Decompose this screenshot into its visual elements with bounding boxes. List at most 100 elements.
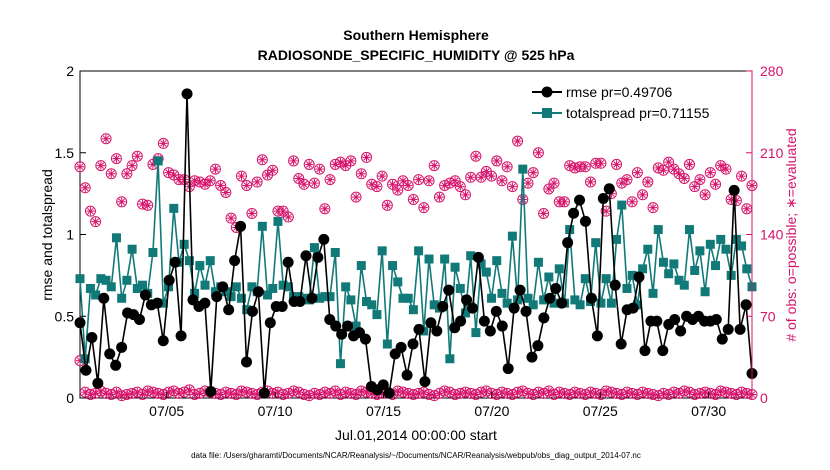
totalspread-point xyxy=(669,259,679,269)
totalspread-point xyxy=(179,239,189,249)
obs-evaluated-marker xyxy=(159,139,168,148)
totalspread-point xyxy=(356,261,366,271)
rmse-point xyxy=(199,297,211,309)
totalspread-point xyxy=(236,293,246,303)
totalspread-point xyxy=(153,156,163,166)
obs-evaluated-marker xyxy=(237,171,246,181)
rmse-point xyxy=(229,255,241,267)
obs-evaluated-marker xyxy=(419,203,429,212)
totalspread-point xyxy=(320,292,330,302)
legend-spread-marker xyxy=(542,108,552,118)
obs-possible-marker xyxy=(251,176,263,188)
totalspread-point xyxy=(440,254,450,264)
rmse-point xyxy=(252,286,264,298)
obs-possible-marker xyxy=(215,179,227,191)
rmse-point xyxy=(591,330,603,342)
totalspread-point xyxy=(372,310,382,320)
totalspread-point xyxy=(200,280,210,290)
totalspread-point xyxy=(695,246,705,256)
obs-evaluated-marker xyxy=(346,156,356,166)
totalspread-point xyxy=(393,277,403,287)
obs-evaluated-marker xyxy=(450,176,460,185)
obs-possible-marker xyxy=(288,155,300,167)
obs-evaluated-marker xyxy=(596,390,606,399)
totalspread-point xyxy=(544,272,554,282)
obs-possible-marker xyxy=(585,176,597,188)
totalspread-point xyxy=(221,287,231,297)
obs-possible-marker xyxy=(314,163,326,175)
obs-evaluated-marker xyxy=(430,161,439,170)
totalspread-point xyxy=(257,221,267,231)
totalspread-point xyxy=(325,292,335,302)
y-right-tick-label: 140 xyxy=(760,227,784,243)
totalspread-point xyxy=(664,269,674,279)
obs-evaluated-marker xyxy=(596,159,606,168)
rmse-point xyxy=(562,237,574,249)
totalspread-point xyxy=(533,257,543,267)
obs-possible-marker xyxy=(647,202,659,214)
obs-possible-marker xyxy=(308,177,320,189)
obs-possible-marker xyxy=(720,163,732,175)
obs-possible-marker xyxy=(105,168,117,180)
totalspread-point xyxy=(377,246,387,256)
data-file-footnote: data file: /Users/gharamti/Documents/NCA… xyxy=(191,451,641,460)
rmse-point xyxy=(538,312,550,324)
totalspread-point xyxy=(606,298,616,308)
obs-evaluated-marker xyxy=(685,160,694,169)
totalspread-point xyxy=(627,270,637,280)
obs-evaluated-marker xyxy=(75,162,85,171)
obs-possible-marker xyxy=(506,181,518,193)
rmse-point xyxy=(116,341,128,353)
totalspread-point xyxy=(111,233,121,243)
x-tick-label: 07/30 xyxy=(691,403,726,419)
obs-evaluated-marker xyxy=(383,201,392,210)
rmse-point xyxy=(609,279,621,291)
totalspread-point xyxy=(148,247,158,257)
obs-evaluated-marker xyxy=(133,152,142,161)
totalspread-point xyxy=(408,305,418,315)
obs-possible-marker xyxy=(131,150,143,162)
obs-evaluated-marker xyxy=(612,160,621,169)
legend-spread-label: totalspread pr=0.71155 xyxy=(566,105,710,121)
x-tick-label: 07/25 xyxy=(583,403,618,419)
obs-evaluated-marker xyxy=(242,181,251,190)
y-tick-label: 1.5 xyxy=(55,145,75,161)
totalspread-point xyxy=(518,164,528,174)
obs-evaluated-marker xyxy=(508,182,517,191)
obs-possible-marker xyxy=(730,195,742,207)
obs-evaluated-marker xyxy=(711,180,720,189)
rmse-point xyxy=(651,315,663,327)
obs-possible-marker xyxy=(423,175,435,187)
obs-possible-marker xyxy=(74,161,86,173)
totalspread-point xyxy=(278,280,288,290)
rmse-point xyxy=(157,335,169,347)
rmse-point xyxy=(282,256,294,268)
obs-evaluated-marker xyxy=(96,161,106,170)
rmse-point xyxy=(734,323,746,335)
totalspread-point xyxy=(575,300,585,310)
obs-evaluated-marker xyxy=(549,178,559,188)
rmse-point xyxy=(217,281,229,293)
obs-possible-marker xyxy=(267,164,279,176)
rmse-point xyxy=(211,291,223,303)
totalspread-point xyxy=(429,300,439,310)
totalspread-point xyxy=(653,225,663,235)
totalspread-point xyxy=(91,290,101,300)
obs-possible-marker xyxy=(428,160,440,172)
rmse-point xyxy=(532,340,544,352)
rmse-point xyxy=(169,256,181,268)
obs-evaluated-marker xyxy=(487,171,496,181)
totalspread-point xyxy=(742,264,752,274)
totalspread-point xyxy=(684,225,694,235)
obs-evaluated-marker xyxy=(461,190,470,199)
obs-possible-marker xyxy=(407,193,419,205)
y-axis-right-label: # of obs: o=possible; ∗=evaluated xyxy=(783,128,799,341)
obs-evaluated-marker xyxy=(305,160,314,169)
totalspread-point xyxy=(502,298,512,308)
totalspread-point xyxy=(476,259,486,269)
obs-evaluated-marker xyxy=(127,161,137,170)
totalspread-point xyxy=(445,354,455,364)
obs-possible-marker xyxy=(324,174,336,186)
totalspread-point xyxy=(403,293,413,303)
rmse-point xyxy=(585,292,597,304)
